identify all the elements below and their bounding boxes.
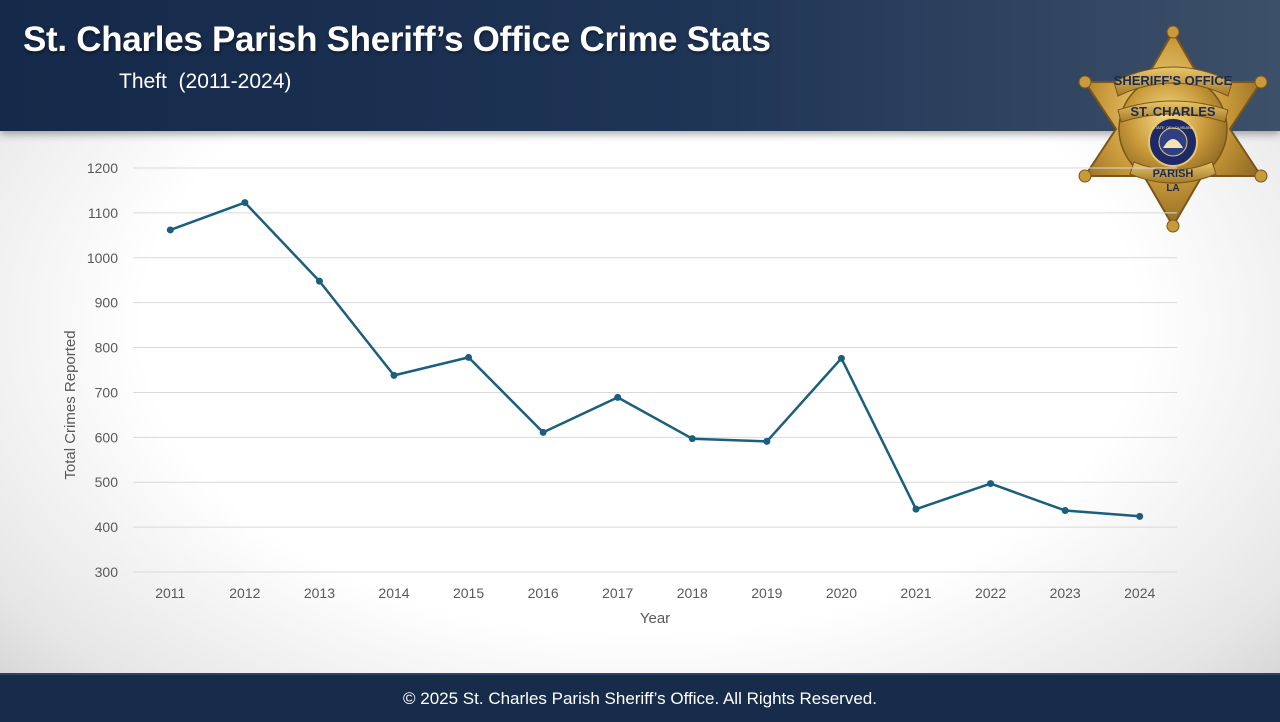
- x-tick-label: 2020: [826, 585, 857, 601]
- data-point: [539, 428, 547, 436]
- x-tick-label: 2012: [229, 585, 260, 601]
- y-tick-label: 700: [95, 384, 119, 400]
- x-tick-label: 2013: [304, 585, 335, 601]
- data-point: [1136, 512, 1144, 520]
- x-tick-label: 2017: [602, 585, 633, 601]
- chart-gridlines: [133, 167, 1177, 573]
- y-tick-label: 1100: [88, 205, 118, 221]
- y-tick-label: 500: [95, 474, 119, 490]
- badge-top-text: SHERIFF'S OFFICE: [1114, 73, 1233, 88]
- data-point: [166, 226, 174, 234]
- badge-name-text: ST. CHARLES: [1130, 104, 1216, 119]
- data-point: [465, 353, 473, 361]
- y-tick-label: 300: [95, 564, 119, 580]
- x-tick-label: 2015: [453, 585, 484, 601]
- x-tick-label: 2018: [677, 585, 708, 601]
- data-point: [912, 505, 920, 513]
- series-line: [169, 201, 1140, 518]
- badge-seal-text: STATE OF LOUISIANA: [1152, 125, 1194, 130]
- page-subtitle: Theft (2011-2024): [119, 70, 292, 93]
- badge-bottom-text: PARISH: [1153, 168, 1194, 180]
- y-tick-label: 1000: [87, 250, 118, 266]
- data-point: [241, 199, 249, 207]
- sheriff-star-badge-icon: SHERIFF'S OFFICE ST. CHARLES STATE OF LO…: [1078, 25, 1268, 233]
- y-tick-label: 1200: [87, 160, 118, 176]
- x-tick-label: 2011: [155, 585, 185, 601]
- data-point: [315, 277, 323, 285]
- data-point: [688, 435, 696, 443]
- x-tick-label: 2021: [900, 585, 931, 601]
- footer-bar: © 2025 St. Charles Parish Sheriff’s Offi…: [0, 673, 1280, 722]
- data-point: [987, 480, 995, 488]
- data-point: [763, 437, 771, 445]
- x-tick-label: 2019: [751, 585, 782, 601]
- data-point: [837, 354, 845, 362]
- x-axis-title: Year: [640, 610, 670, 627]
- data-point: [614, 393, 622, 401]
- x-tick-label: 2016: [528, 585, 559, 601]
- data-point: [390, 371, 398, 379]
- y-tick-label: 800: [95, 340, 119, 356]
- y-axis-ticks: 300 400 500 600 700 800 900 1000 1100 1200: [87, 160, 118, 580]
- chart-series: [166, 199, 1144, 520]
- x-tick-label: 2024: [1124, 585, 1155, 601]
- copyright-text: © 2025 St. Charles Parish Sheriff’s Offi…: [403, 689, 877, 708]
- data-point: [1061, 507, 1069, 515]
- y-tick-label: 600: [95, 429, 119, 445]
- x-axis-ticks: 2011 2012 2013 2014 2015 2016 2017 2018 2019 2020…: [155, 585, 1155, 601]
- y-tick-label: 400: [95, 519, 119, 535]
- x-tick-label: 2023: [1050, 585, 1081, 601]
- badge-state-text: LA: [1166, 183, 1179, 194]
- header-bar: St. Charles Parish Sheriff’s Office Crim…: [0, 0, 1280, 131]
- y-tick-label: 900: [95, 295, 119, 311]
- x-tick-label: 2022: [975, 585, 1006, 601]
- page-title: St. Charles Parish Sheriff’s Office Crim…: [23, 20, 771, 59]
- x-tick-label: 2014: [378, 585, 409, 601]
- y-axis-title: Total Crimes Reported: [62, 330, 79, 479]
